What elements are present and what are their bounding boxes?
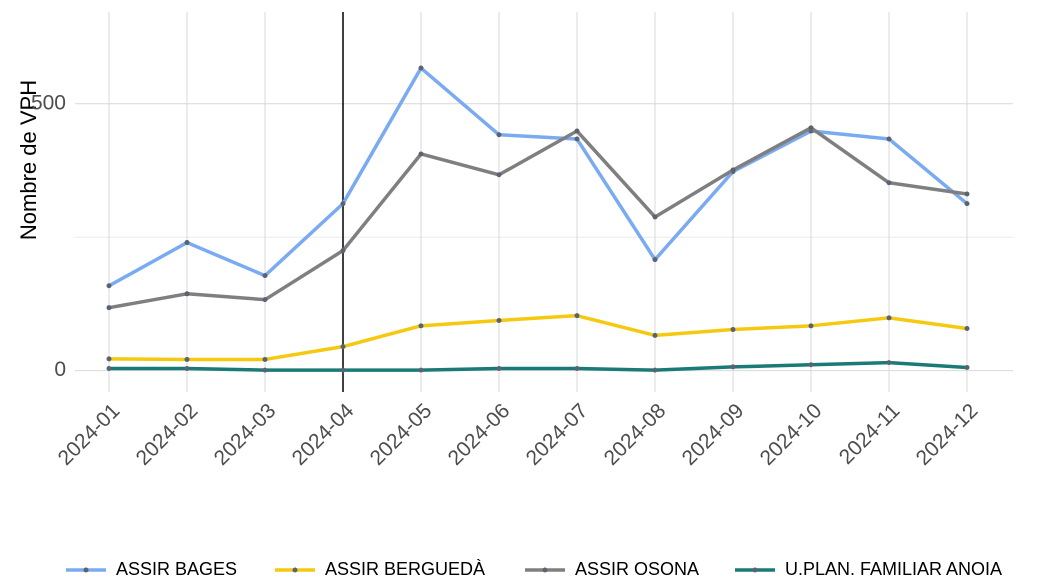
data-point (964, 191, 970, 197)
series-line (108, 66, 969, 288)
data-point (730, 364, 736, 370)
data-point (730, 167, 736, 173)
legend-point (292, 567, 298, 573)
data-point (262, 273, 268, 279)
data-point (808, 125, 814, 131)
x-tick-label: 2024-04 (288, 399, 359, 470)
data-point (262, 356, 268, 362)
series-line (108, 313, 968, 362)
data-point (886, 315, 892, 321)
data-point (262, 367, 268, 373)
data-point (262, 297, 268, 303)
data-point (964, 325, 970, 331)
data-point (496, 132, 502, 138)
data-point (730, 327, 736, 333)
data-point (184, 291, 190, 297)
data-point (496, 172, 502, 178)
data-point (964, 201, 970, 207)
x-tick-label: 2024-08 (600, 399, 671, 470)
data-point (886, 180, 892, 186)
x-tick-label: 2024-07 (522, 399, 593, 470)
series-line (109, 360, 968, 372)
data-point (886, 360, 892, 366)
data-point (184, 240, 190, 246)
data-point (808, 323, 814, 329)
x-tick-label: 2024-01 (54, 399, 125, 470)
data-point (652, 332, 658, 338)
x-tick-label: 2024-06 (444, 399, 515, 470)
legend-point (542, 567, 548, 573)
data-point (496, 366, 502, 372)
data-point (106, 366, 112, 372)
data-point (886, 136, 892, 142)
data-point (340, 344, 346, 350)
x-tick-label: 2024-05 (366, 399, 437, 470)
data-point (418, 65, 424, 71)
data-point (340, 248, 346, 254)
data-point (106, 305, 112, 311)
data-point (184, 366, 190, 372)
data-point (574, 136, 580, 142)
legend-label: ASSIR BERGUEDÀ (325, 559, 485, 578)
data-point (418, 367, 424, 373)
data-point (652, 367, 658, 373)
legend-label: U.PLAN. FAMILIAR ANOIA (785, 559, 1002, 578)
legend-label: ASSIR BAGES (116, 559, 237, 578)
data-point (184, 356, 190, 362)
data-point (496, 317, 502, 323)
data-point (652, 214, 658, 220)
data-point (574, 128, 580, 134)
legend-point (83, 567, 89, 573)
data-point (964, 364, 970, 370)
y-tick-label: 0 (54, 358, 66, 381)
x-tick-label: 2024-10 (756, 399, 827, 470)
y-tick-label: 500 (31, 91, 66, 114)
x-tick-label: 2024-12 (912, 399, 983, 470)
x-tick-label: 2024-09 (678, 399, 749, 470)
data-point (106, 356, 112, 362)
data-point (340, 367, 346, 373)
legend-label: ASSIR OSONA (575, 559, 699, 578)
data-point (418, 151, 424, 157)
data-point (808, 362, 814, 368)
data-point (418, 323, 424, 329)
data-point (574, 313, 580, 319)
series-line (108, 126, 968, 310)
data-point (574, 366, 580, 372)
y-axis-label: Nombre de VPH (16, 80, 41, 240)
data-point (106, 283, 112, 289)
legend-point (752, 567, 758, 573)
x-tick-label: 2024-11 (835, 399, 905, 469)
data-point (340, 201, 346, 207)
data-point (652, 257, 658, 263)
x-tick-label: 2024-02 (132, 399, 203, 470)
x-tick-label: 2024-03 (210, 399, 281, 470)
